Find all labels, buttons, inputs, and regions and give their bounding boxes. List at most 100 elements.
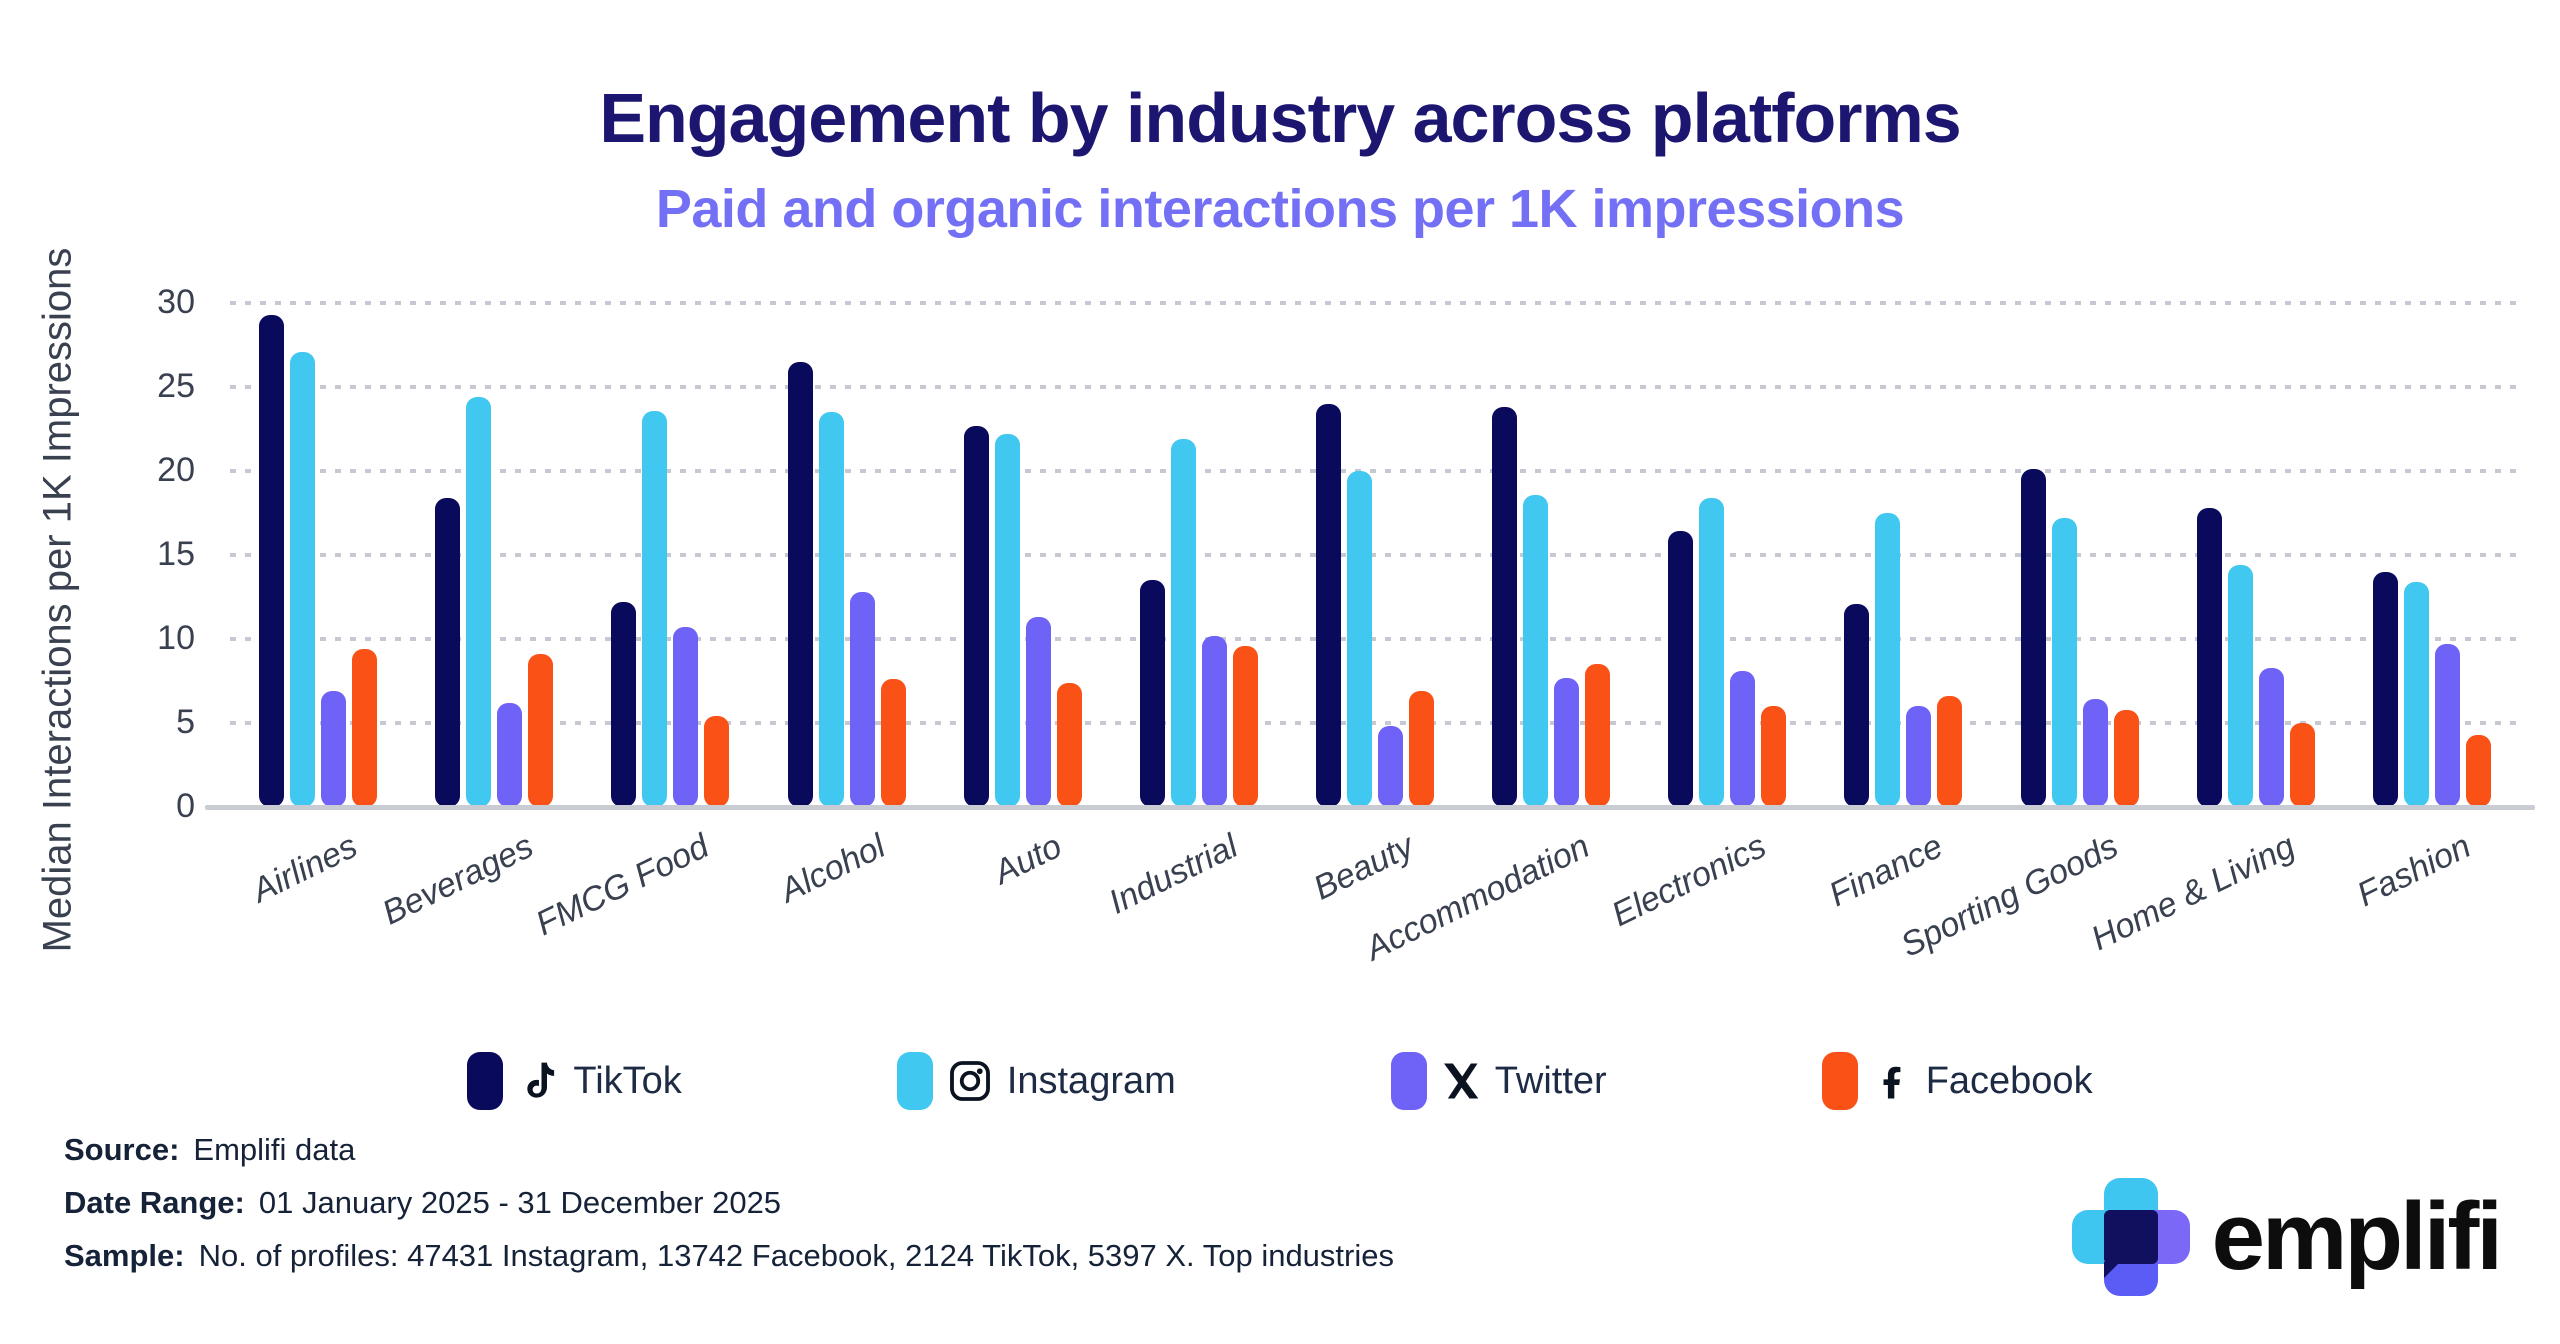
x-tick-label-alcohol: Alcohol (774, 827, 892, 911)
footer-date-row: Date Range: 01 January 2025 - 31 December… (64, 1185, 1394, 1221)
bar-facebook-home-living (2289, 723, 2315, 807)
emplifi-logo: emplifi (2071, 1178, 2503, 1296)
footer-sample-row: Sample: No. of profiles: 47431 Instagram,… (64, 1238, 1394, 1274)
bar-instagram-airlines (290, 351, 316, 807)
legend-label-instagram: Instagram (1006, 1059, 1176, 1102)
bar-instagram-alcohol (818, 412, 844, 807)
bar-tiktok-beauty (1316, 403, 1341, 807)
legend-item-twitter: Twitter (1390, 1052, 1607, 1110)
bar-instagram-home-living (2227, 565, 2253, 807)
bar-tiktok-sporting-goods (2020, 469, 2046, 807)
logo-petal-tail (2103, 1262, 2120, 1278)
bar-facebook-accommodation (1585, 664, 1611, 807)
bar-twitter-airlines (321, 691, 347, 807)
y-tick-label-10: 10 (157, 619, 195, 657)
legend-item-facebook: Facebook (1821, 1052, 2093, 1110)
bar-twitter-industrial (1201, 635, 1227, 807)
logo-wordmark: emplifi (2211, 1183, 2503, 1290)
tiktok-icon (517, 1060, 559, 1102)
x-axis-labels: Airlines Beverages FMCG Food Alcohol Auto Ind… (230, 817, 2520, 1027)
bar-facebook-beauty (1409, 691, 1434, 807)
bar-instagram-sporting-goods (2051, 518, 2077, 807)
emplifi-flower-icon (2071, 1178, 2190, 1296)
bar-twitter-electronics (1730, 670, 1756, 807)
gridline-25 (230, 385, 2520, 389)
footer: Source: Emplifi data Date Range: 01 Januar… (64, 1132, 1394, 1291)
chart-subtitle: Paid and organic interactions per 1K imp… (655, 179, 1905, 239)
legend-swatch-twitter (1390, 1052, 1427, 1110)
x-tick-label-electronics: Electronics (1605, 827, 1772, 935)
bar-tiktok-airlines (259, 314, 285, 807)
bar-twitter-beauty (1378, 726, 1403, 807)
bar-instagram-auto (994, 434, 1020, 807)
x-axis-baseline (205, 805, 2535, 810)
sample-label: Sample: (64, 1238, 185, 1273)
gridline-15 (230, 553, 2520, 557)
bar-tiktok-fashion (2372, 571, 2398, 807)
bar-tiktok-industrial (1139, 580, 1165, 807)
y-tick-label-15: 15 (157, 535, 195, 573)
x-tick-label-fashion: Fashion (2351, 827, 2477, 915)
date-range-label: Date Range: (64, 1185, 245, 1220)
legend: TikTok Instagram Twitter Facebook (0, 1052, 2560, 1110)
legend-label-facebook: Facebook (1925, 1059, 2093, 1102)
bar-twitter-sporting-goods (2082, 699, 2108, 807)
x-tick-label-finance: Finance (1822, 827, 1949, 915)
logo-petal-center (2103, 1210, 2158, 1264)
bar-facebook-auto (1056, 682, 1082, 807)
x-tick-label-auto: Auto (987, 827, 1068, 892)
bar-tiktok-auto (963, 425, 989, 807)
legend-item-tiktok: TikTok (467, 1052, 682, 1110)
facebook-icon (1872, 1061, 1912, 1101)
bar-facebook-airlines (352, 649, 378, 807)
y-tick-label-25: 25 (157, 367, 195, 405)
bar-facebook-fashion (2465, 734, 2491, 807)
date-range-value: 01 January 2025 - 31 December 2025 (258, 1185, 782, 1220)
bar-tiktok-accommodation (1492, 407, 1518, 807)
bar-facebook-electronics (1761, 706, 1787, 807)
bar-twitter-finance (1906, 706, 1932, 807)
gridline-5 (230, 721, 2520, 725)
bar-tiktok-alcohol (787, 361, 813, 807)
footer-source-row: Source: Emplifi data (64, 1132, 1394, 1168)
bar-instagram-finance (1875, 513, 1901, 807)
x-tick-label-home-living: Home & Living (2085, 827, 2301, 959)
y-tick-label-30: 30 (157, 283, 195, 321)
legend-item-instagram: Instagram (896, 1052, 1176, 1110)
source-label: Source: (64, 1132, 180, 1167)
y-axis-title: Median Interactions per 1K Impressions (35, 247, 80, 953)
bar-tiktok-home-living (2196, 507, 2222, 807)
bar-instagram-industrial (1170, 439, 1196, 807)
bar-twitter-beverages (497, 702, 523, 807)
legend-label-tiktok: TikTok (573, 1059, 682, 1102)
bar-facebook-fmcg-food (704, 716, 730, 807)
gridline-30 (230, 301, 2520, 305)
legend-swatch-instagram (896, 1052, 933, 1110)
legend-swatch-facebook (1821, 1052, 1858, 1110)
bar-twitter-alcohol (849, 591, 875, 807)
bar-facebook-alcohol (880, 679, 906, 807)
bar-tiktok-beverages (435, 497, 461, 807)
sample-value: No. of profiles: 47431 Instagram, 13742 … (198, 1238, 1394, 1273)
bar-twitter-fmcg-food (673, 627, 699, 807)
bar-facebook-sporting-goods (2113, 709, 2139, 807)
instagram-icon (947, 1058, 993, 1104)
bar-instagram-electronics (1699, 497, 1725, 807)
x-tick-label-beverages: Beverages (376, 827, 539, 933)
bar-tiktok-electronics (1668, 531, 1694, 807)
bar-instagram-fashion (2403, 581, 2429, 807)
plot-area: 0 5 10 15 20 25 30 (157, 283, 2520, 825)
bar-facebook-finance (1937, 696, 1963, 807)
bar-instagram-beauty (1347, 471, 1372, 807)
source-value: Emplifi data (193, 1132, 356, 1167)
chart-title: Engagement by industry across platforms (599, 79, 1961, 157)
x-tick-label-fmcg-food: FMCG Food (530, 827, 716, 944)
legend-swatch-tiktok (467, 1052, 504, 1110)
bar-facebook-beverages (528, 654, 554, 807)
x-twitter-icon (1441, 1061, 1481, 1101)
gridline-10 (230, 637, 2520, 641)
bar-tiktok-finance (1844, 603, 1870, 807)
bar-facebook-industrial (1232, 645, 1258, 807)
bar-instagram-accommodation (1523, 494, 1549, 807)
